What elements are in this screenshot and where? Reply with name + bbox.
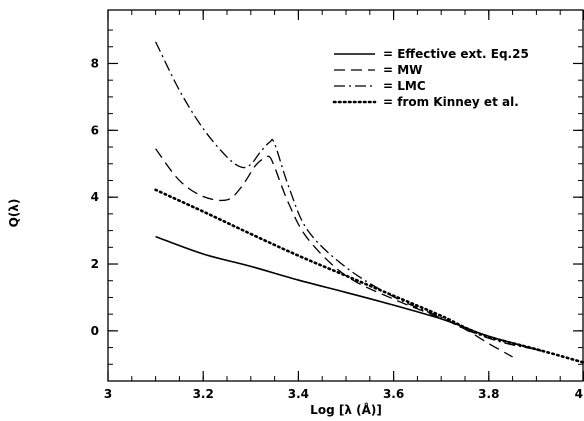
legend-label: = LMC	[383, 79, 426, 93]
x-tick-label: 3.6	[383, 387, 404, 401]
y-tick-label: 6	[91, 123, 99, 137]
series-line-solid	[155, 235, 542, 352]
y-tick-label: 4	[91, 190, 99, 204]
legend-label: = Effective ext. Eq.25	[383, 47, 529, 61]
series-line-dash-dot	[155, 41, 542, 351]
x-axis-title: Log [λ (Å)]	[310, 402, 382, 417]
y-tick-label: 8	[91, 56, 99, 70]
x-tick-label: 4	[575, 387, 583, 401]
x-tick-label: 3.8	[478, 387, 499, 401]
plot-frame	[107, 9, 584, 382]
y-axis-title: Q(λ)	[7, 199, 21, 228]
y-axis-title-group: Q(λ)	[7, 199, 21, 228]
x-tick-label: 3.2	[193, 387, 214, 401]
x-tick-label: 3.4	[288, 387, 309, 401]
series-line-dotted	[154, 188, 584, 364]
plot-area: 3 3.2 3.4 3.6 3.8 4 0 2 4 6 8 = Effective ext. Eq.2…	[91, 9, 584, 401]
y-tick-label: 2	[91, 257, 99, 271]
legend-label: = from Kinney et al.	[383, 95, 519, 109]
y-tick-label: 0	[91, 324, 99, 338]
legend-label: = MW	[383, 63, 422, 77]
x-tick-label: 3	[104, 387, 112, 401]
